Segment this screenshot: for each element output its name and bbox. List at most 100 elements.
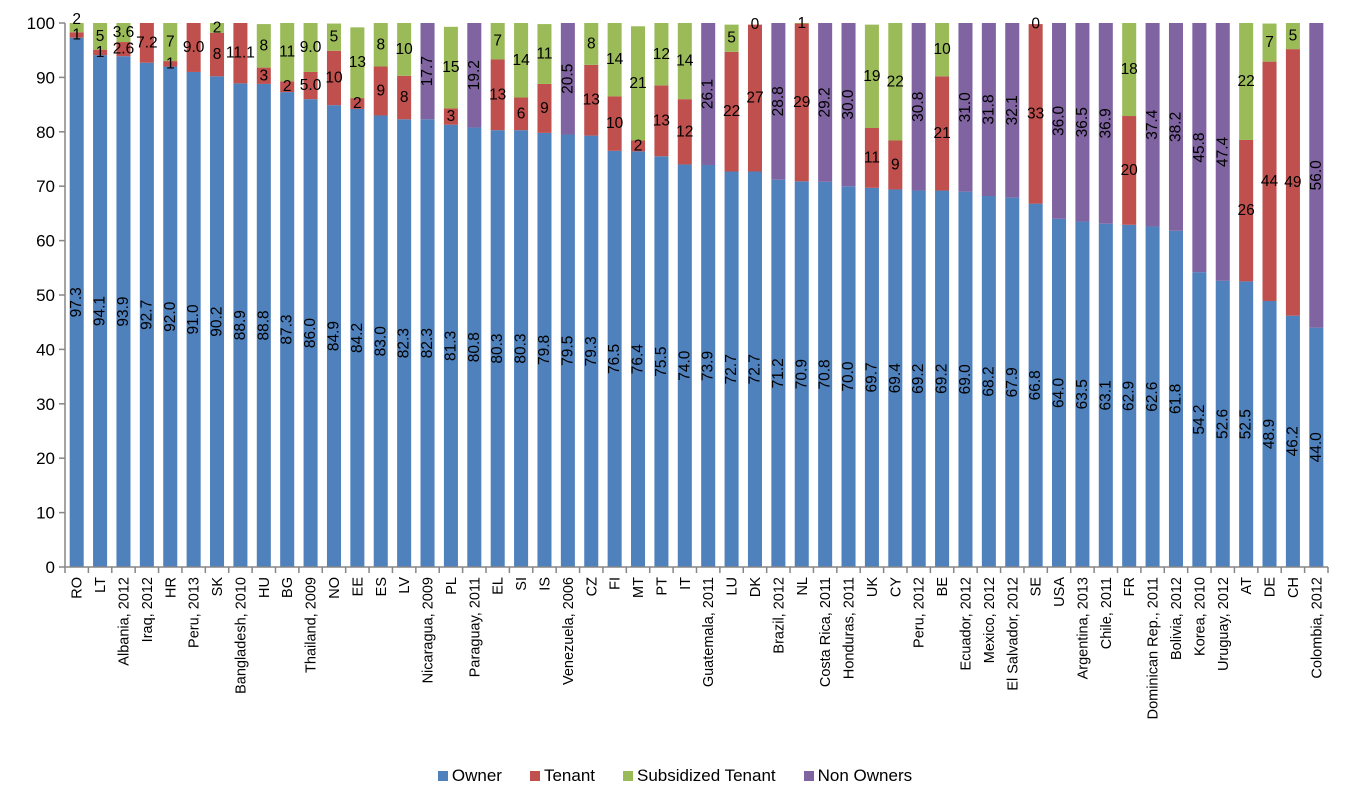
bar-segment-owner bbox=[1098, 223, 1113, 567]
data-label-owner: 62.9 bbox=[1121, 381, 1138, 411]
bar-segment-owner bbox=[397, 119, 412, 568]
data-label-owner: 90.2 bbox=[209, 307, 226, 337]
x-tick-label: SE bbox=[1029, 577, 1045, 597]
data-label-non-owners: 31.0 bbox=[957, 92, 974, 123]
x-tick-label: Thailand, 2009 bbox=[304, 577, 320, 673]
data-label-owner: 91.0 bbox=[185, 304, 202, 335]
data-label-owner: 64.0 bbox=[1051, 377, 1068, 408]
data-label-owner: 87.3 bbox=[279, 314, 296, 344]
bar-segment-owner bbox=[163, 66, 178, 568]
data-label-owner: 70.0 bbox=[840, 361, 857, 392]
x-tick-label: Guatemala, 2011 bbox=[701, 577, 717, 687]
data-label-subsidized-tenant: 0 bbox=[1031, 16, 1040, 33]
data-label-subsidized-tenant: 8 bbox=[587, 35, 596, 52]
bar-segment-owner bbox=[1309, 327, 1324, 567]
bar-segment-subsidized-tenant bbox=[210, 23, 225, 33]
data-label-non-owners: 32.1 bbox=[1004, 95, 1021, 125]
bar-segment-subsidized-tenant bbox=[443, 26, 458, 109]
data-label-owner: 84.2 bbox=[349, 323, 366, 353]
x-tick-label: RO bbox=[70, 577, 86, 599]
bar-segment-non-owners bbox=[701, 23, 716, 165]
data-label-owner: 88.8 bbox=[255, 310, 272, 340]
data-label-subsidized-tenant: 22 bbox=[1238, 73, 1255, 90]
data-label-tenant: 9 bbox=[376, 83, 385, 100]
x-tick-label: EE bbox=[350, 577, 366, 597]
x-tick-label: Paraguay, 2011 bbox=[467, 577, 483, 677]
data-label-tenant: 1 bbox=[96, 44, 105, 61]
bar-segment-subsidized-tenant bbox=[256, 24, 271, 68]
data-label-tenant: 2 bbox=[634, 137, 643, 154]
x-tick-label: FR bbox=[1122, 577, 1138, 596]
data-label-owner: 70.9 bbox=[793, 359, 810, 389]
bar-segment-tenant bbox=[490, 59, 505, 131]
x-tick-label: Dominican Rep., 2011 bbox=[1146, 577, 1162, 719]
bar-segment-owner bbox=[607, 150, 622, 567]
bar-segment-tenant bbox=[514, 97, 529, 131]
data-label-subsidized-tenant: 10 bbox=[396, 41, 414, 58]
bar-segment-subsidized-tenant bbox=[654, 23, 669, 86]
data-label-owner: 61.8 bbox=[1167, 384, 1184, 414]
bar-segment-owner bbox=[514, 130, 529, 567]
x-tick-label: MT bbox=[631, 577, 647, 598]
bar-segment-owner bbox=[303, 99, 318, 567]
bar-segment-owner bbox=[186, 71, 201, 568]
bar-segment-tenant bbox=[584, 64, 599, 136]
bar-segment-tenant bbox=[1028, 24, 1043, 204]
bar-segment-subsidized-tenant bbox=[537, 24, 552, 84]
y-tick-label: 40 bbox=[36, 340, 55, 359]
data-label-subsidized-tenant: 3.6 bbox=[113, 24, 135, 41]
data-label-owner: 48.9 bbox=[1261, 419, 1278, 449]
x-tick-label: LT bbox=[93, 577, 109, 593]
data-label-owner: 94.1 bbox=[92, 296, 109, 326]
data-label-owner: 69.0 bbox=[957, 364, 974, 395]
bar-segment-owner bbox=[490, 130, 505, 567]
data-label-subsidized-tenant: 10 bbox=[933, 41, 951, 58]
data-label-owner: 76.4 bbox=[630, 344, 647, 375]
data-label-owner: 69.2 bbox=[934, 364, 951, 394]
data-label-owner: 84.9 bbox=[325, 321, 342, 351]
x-tick-label: IT bbox=[678, 577, 694, 590]
data-label-tenant: 49 bbox=[1284, 174, 1301, 191]
data-label-subsidized-tenant: 5 bbox=[96, 28, 105, 45]
data-label-tenant: 21 bbox=[933, 125, 950, 142]
bar-segment-owner bbox=[537, 132, 552, 567]
data-label-tenant: 13 bbox=[489, 86, 506, 103]
data-label-tenant: 44 bbox=[1261, 173, 1279, 190]
data-label-tenant: 2 bbox=[353, 95, 362, 112]
data-label-subsidized-tenant: 11 bbox=[536, 46, 552, 63]
x-tick-label: Uruguay, 2012 bbox=[1216, 577, 1232, 671]
x-tick-label: LV bbox=[397, 577, 413, 594]
data-label-owner: 82.3 bbox=[419, 328, 436, 358]
bar-segment-subsidized-tenant bbox=[724, 24, 739, 52]
data-label-owner: 82.3 bbox=[396, 328, 413, 358]
bar-segment-tenant bbox=[280, 81, 295, 93]
y-tick-label: 10 bbox=[36, 504, 55, 523]
bar-segment-tenant bbox=[724, 51, 739, 172]
data-label-tenant: 11 bbox=[864, 149, 880, 166]
x-axis: RO LT Albania, 2012 Iraq, 2012 HR Peru, 2013 S… bbox=[64, 566, 1329, 719]
bar-segment-non-owners bbox=[1098, 23, 1113, 224]
bar-segment-subsidized-tenant bbox=[888, 23, 903, 141]
data-label-tenant: 33 bbox=[1027, 105, 1044, 122]
bar-segment-non-owners bbox=[958, 23, 973, 192]
legend: Owner Tenant Subsidized Tenant Non Owners bbox=[0, 766, 1350, 786]
bar-segment-subsidized-tenant bbox=[490, 23, 505, 60]
legend-label: Subsidized Tenant bbox=[637, 766, 776, 785]
y-tick-label: 60 bbox=[36, 232, 55, 251]
bar-segment-tenant bbox=[631, 140, 646, 152]
x-tick-label: SK bbox=[210, 577, 226, 597]
data-label-subsidized-tenant: 9.0 bbox=[300, 39, 322, 56]
data-label-non-owners: 47.4 bbox=[1214, 136, 1231, 167]
data-label-owner: 62.6 bbox=[1144, 382, 1161, 412]
data-label-subsidized-tenant: 7 bbox=[166, 34, 175, 51]
y-tick-label: 50 bbox=[36, 286, 55, 305]
bar-segment-subsidized-tenant bbox=[69, 23, 84, 33]
data-label-owner: 86.0 bbox=[302, 318, 319, 349]
data-label-subsidized-tenant: 5 bbox=[330, 29, 339, 46]
data-label-non-owners: 19.2 bbox=[466, 60, 483, 90]
data-label-owner: 93.9 bbox=[115, 297, 132, 327]
bar-segment-subsidized-tenant bbox=[397, 23, 412, 76]
data-label-non-owners: 26.1 bbox=[700, 79, 717, 109]
bar-segment-owner bbox=[1075, 221, 1090, 567]
bar-segment-owner bbox=[958, 191, 973, 567]
